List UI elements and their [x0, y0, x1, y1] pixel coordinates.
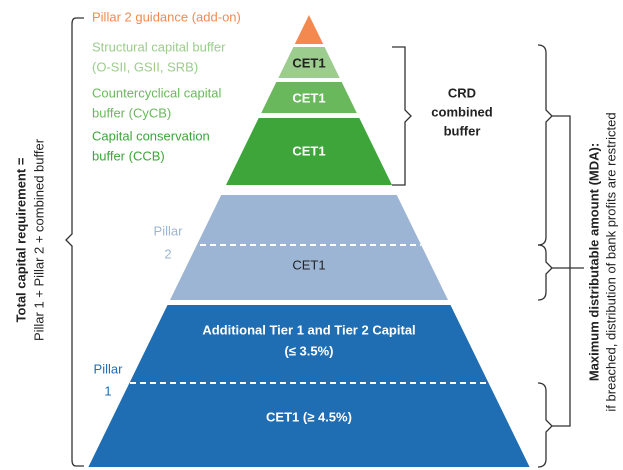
layer-label: CET1: [292, 257, 325, 272]
crd-label: CRD: [448, 85, 476, 100]
buffer-label: (O-SII, GSII, SRB): [92, 59, 198, 74]
layer-label: CET1: [292, 143, 325, 158]
crd-label: buffer: [444, 123, 481, 138]
pillar-label: 2: [164, 246, 171, 261]
pillar1-layer: [88, 305, 530, 467]
layer-label: CET1: [292, 90, 325, 105]
crd-bracket: [392, 46, 412, 186]
pillar-label: 1: [104, 383, 111, 398]
pillar-label: Pillar: [154, 223, 184, 238]
total-label: Pillar 1 + Pillar 2 + combined buffer: [31, 138, 46, 341]
pillar-label: Pillar: [94, 361, 124, 376]
layer-label: (≤ 3.5%): [284, 343, 333, 358]
buffer-label: Countercyclical capital: [92, 85, 221, 100]
layer-label: Additional Tier 1 and Tier 2 Capital: [202, 322, 415, 337]
pillar2-layer: [170, 195, 448, 300]
layer-label: CET1 (≥ 4.5%): [266, 409, 352, 424]
guidance-layer: [294, 15, 324, 44]
mda-brace: [537, 44, 553, 246]
mda-label: if breached, distribution of bank profit…: [603, 112, 618, 411]
countercyclical-layer: [261, 82, 357, 113]
conservation-layer: [226, 118, 392, 185]
mda-connector: [552, 115, 584, 427]
buffer-label: Structural capital buffer: [92, 39, 226, 54]
total-label: Total capital requirement =: [13, 157, 28, 322]
buffer-label: Capital conservation: [92, 128, 210, 143]
structural-layer: [278, 47, 340, 78]
crd-label: combined: [431, 104, 492, 119]
layer-label: CET1: [292, 55, 325, 70]
buffer-label: buffer (CCB): [92, 148, 165, 163]
mda-label: Maximum distributable amount (MDA):: [586, 143, 601, 381]
buffer-label: buffer (CyCB): [92, 105, 171, 120]
mda-brace: [537, 382, 553, 468]
guidance-label: Pillar 2 guidance (add-on): [92, 9, 241, 24]
total-bracket: [65, 17, 84, 467]
mda-brace: [537, 244, 553, 301]
